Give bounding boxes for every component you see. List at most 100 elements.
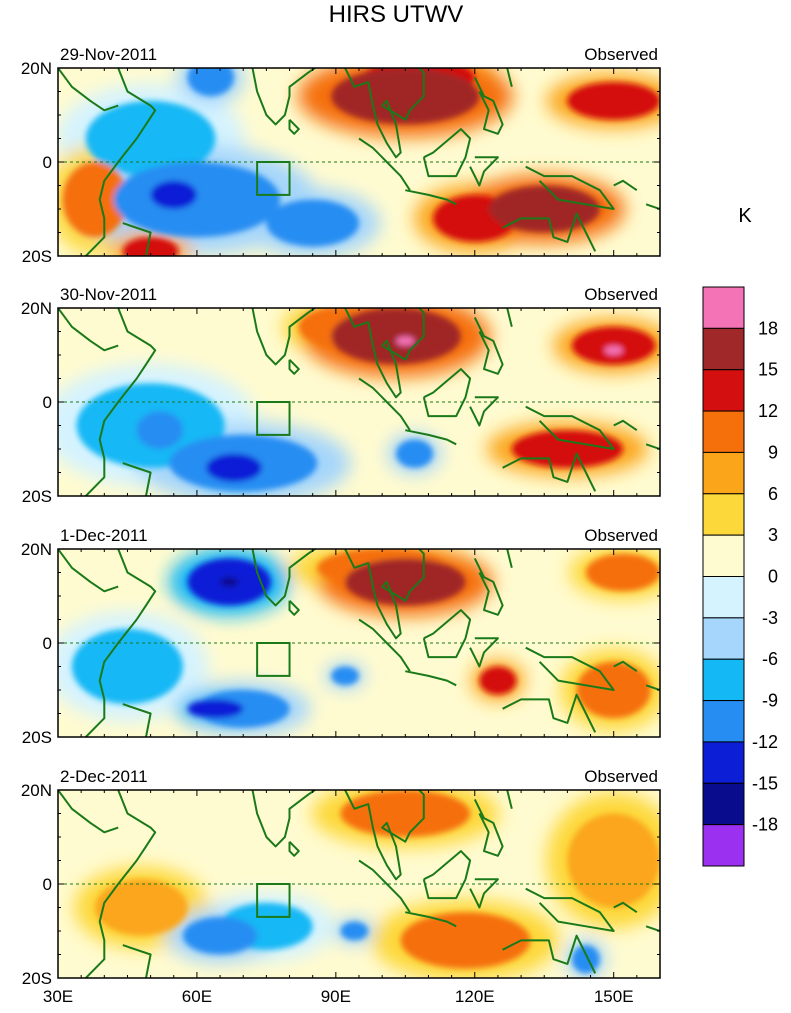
coastline <box>506 549 513 569</box>
coastline <box>473 76 504 135</box>
coastline <box>251 308 317 366</box>
coastline <box>358 377 411 431</box>
y-tick-label: 0 <box>43 393 52 412</box>
y-tick-label: 20S <box>22 487 52 506</box>
colorbar-swatch <box>702 369 745 412</box>
field-cell <box>396 336 415 346</box>
field-cell <box>206 453 262 482</box>
colorbar: 18 15 12 9 6 3 0 -3 -6 -9 -12 -15 -18 <box>702 286 778 867</box>
field-cell <box>572 945 600 974</box>
coastline <box>344 790 425 881</box>
panel: 20N 0 20S 30-Nov-2011 Observed <box>21 285 661 506</box>
field-cell <box>150 180 197 209</box>
field-cell <box>604 345 623 355</box>
colorbar-swatch <box>702 576 745 619</box>
coastline <box>473 316 504 375</box>
colorbar-label: 3 <box>768 525 778 545</box>
field-cell <box>187 699 244 719</box>
coastline <box>358 859 411 913</box>
field-cell <box>196 690 290 728</box>
coastline <box>473 557 504 616</box>
y-tick-label: 0 <box>43 875 52 894</box>
field-cell <box>62 162 128 238</box>
panel-date: 30-Nov-2011 <box>60 285 157 304</box>
field-cell <box>511 430 623 468</box>
region-box <box>256 642 291 677</box>
y-tick-label: 0 <box>43 153 52 172</box>
coastline <box>613 419 638 432</box>
field-cell <box>71 628 184 705</box>
colorbar-label: 0 <box>768 567 778 587</box>
y-tick-label: 0 <box>43 634 52 653</box>
field-cell <box>187 68 234 97</box>
colorbar-swatch <box>702 327 745 371</box>
coastline <box>405 911 457 928</box>
field-cell <box>136 411 184 450</box>
field-cell <box>479 666 517 695</box>
region-box <box>256 401 291 436</box>
field-cell <box>567 82 660 120</box>
coastline <box>405 429 457 446</box>
coastline <box>85 549 157 737</box>
colorbar-swatch <box>702 493 745 536</box>
x-tick-label: 120E <box>455 987 495 1006</box>
field-cell <box>331 308 461 365</box>
field-cell <box>266 199 360 247</box>
coastline <box>422 128 472 178</box>
panel-date: 1-Dec-2011 <box>60 526 148 545</box>
panel: 20N 0 20S 1-Dec-2011 Observed <box>21 526 661 747</box>
coastline <box>502 934 597 974</box>
coastline <box>405 189 457 206</box>
coastline <box>469 637 499 668</box>
coastline <box>58 790 119 834</box>
coastline <box>525 405 615 450</box>
coastline <box>502 452 597 492</box>
panels: 20N 0 20S 29-Nov-2011 Observed 20N 0 20S 30-Nov-… <box>21 45 661 988</box>
coastline <box>613 179 638 192</box>
coastline <box>122 703 152 737</box>
colorbar-label: -9 <box>762 691 778 711</box>
coastline <box>525 165 615 210</box>
colorbar-swatch <box>702 451 745 495</box>
colorbar-label: -18 <box>752 815 778 835</box>
coastline <box>344 68 425 159</box>
field-cell <box>122 237 179 256</box>
colorbar-swatch <box>702 658 745 702</box>
y-tick-label: 20S <box>22 969 52 988</box>
coastlines <box>58 790 660 978</box>
coastline <box>422 368 472 418</box>
x-tick-label: 60E <box>182 987 212 1006</box>
colorbar-label: 9 <box>768 442 778 462</box>
coastline <box>288 358 300 375</box>
coastline <box>251 790 317 848</box>
colorbar-label: -15 <box>752 773 778 793</box>
field-cell <box>400 912 531 969</box>
contour-field <box>58 549 660 737</box>
coastline <box>502 693 597 733</box>
coastline <box>506 790 513 810</box>
coastline <box>613 660 638 673</box>
colorbar-label: -12 <box>752 732 778 752</box>
coastline <box>251 549 317 607</box>
coastline <box>525 646 615 691</box>
panel: 20N 0 20S 2-Dec-2011 Observed <box>21 767 661 988</box>
coastlines <box>58 549 660 737</box>
coastline <box>122 944 152 978</box>
region-box <box>256 883 291 918</box>
coastline <box>469 156 499 187</box>
x-tick-label: 150E <box>594 987 634 1006</box>
panel-label: Observed <box>584 285 658 304</box>
panel-label: Observed <box>584 45 658 64</box>
coastline <box>122 462 152 496</box>
colorbar-swatch <box>702 741 745 784</box>
field-cell <box>183 916 258 955</box>
coastline <box>358 137 411 191</box>
y-tick-label: 20N <box>21 59 52 78</box>
chart-title: HIRS UTWV <box>329 1 464 28</box>
colorbar-swatch <box>702 534 745 578</box>
colorbar-label: -6 <box>762 649 778 669</box>
panel-date: 29-Nov-2011 <box>60 45 157 64</box>
field-cores <box>76 308 656 492</box>
x-tick-label: 30E <box>43 987 73 1006</box>
